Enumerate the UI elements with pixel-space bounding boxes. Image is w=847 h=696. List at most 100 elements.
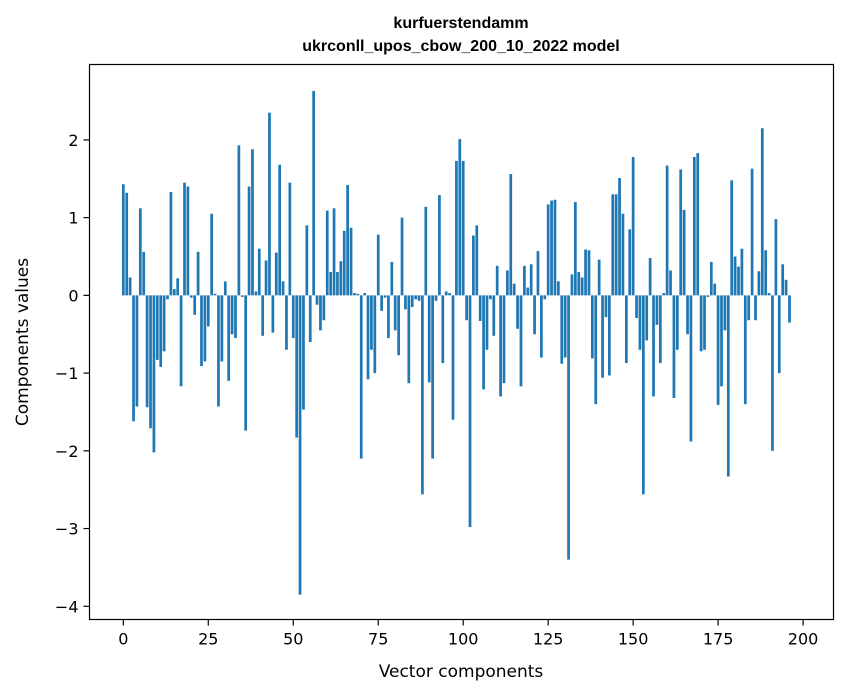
bar xyxy=(353,293,356,296)
bar xyxy=(648,258,652,296)
bar xyxy=(665,165,669,296)
bar xyxy=(540,295,543,358)
x-axis-label: Vector components xyxy=(379,662,544,682)
bar xyxy=(737,266,740,296)
bar xyxy=(777,295,781,374)
bar xyxy=(774,219,778,296)
bar xyxy=(733,256,737,296)
bar xyxy=(669,270,672,296)
bar xyxy=(363,293,366,296)
bar xyxy=(706,295,710,297)
bar xyxy=(285,295,288,350)
bar xyxy=(220,295,224,362)
bar xyxy=(183,182,186,296)
bar xyxy=(319,295,322,331)
bar xyxy=(526,287,530,296)
chart-title-line-2: ukrconll_upos_cbow_200_10_2022 model xyxy=(302,38,619,55)
bar xyxy=(271,295,275,333)
bar xyxy=(149,295,152,429)
bar xyxy=(251,149,254,296)
bar xyxy=(349,227,353,296)
bar xyxy=(465,295,468,321)
bar xyxy=(468,295,472,527)
bar xyxy=(662,293,666,296)
bar xyxy=(550,200,553,296)
bar xyxy=(438,195,441,296)
bar xyxy=(747,295,751,321)
bar xyxy=(234,295,237,339)
bar xyxy=(757,271,761,296)
x-tick-label: 200 xyxy=(788,630,819,649)
bar xyxy=(506,270,509,296)
bar xyxy=(370,295,373,350)
bar xyxy=(427,295,431,383)
bar xyxy=(128,277,132,296)
bar xyxy=(138,208,142,296)
bar xyxy=(322,295,326,321)
bar xyxy=(788,295,791,323)
bar xyxy=(618,177,621,296)
bar xyxy=(125,192,129,296)
bar xyxy=(206,295,210,327)
bar xyxy=(740,248,744,296)
bar xyxy=(713,283,717,296)
bar xyxy=(189,295,193,298)
bar xyxy=(764,250,768,296)
bar xyxy=(325,210,329,296)
bar xyxy=(652,295,655,397)
bar xyxy=(383,295,387,298)
bar xyxy=(696,153,700,296)
bar xyxy=(557,281,560,296)
bar xyxy=(257,248,261,296)
bar xyxy=(329,272,333,296)
x-tick-label: 0 xyxy=(118,630,128,649)
bar xyxy=(686,295,689,335)
bar xyxy=(227,295,231,381)
bar xyxy=(645,295,649,341)
bar xyxy=(614,194,618,296)
bar xyxy=(217,295,220,407)
bar xyxy=(421,295,424,495)
bar xyxy=(679,169,683,296)
bar xyxy=(760,128,764,296)
bar xyxy=(720,295,723,387)
bar xyxy=(492,295,496,336)
bar xyxy=(590,295,594,359)
bar xyxy=(502,295,506,384)
bar xyxy=(152,295,156,453)
x-axis-ticks: 0 25 50 75 100 125 150 175 200 xyxy=(118,619,819,649)
bar xyxy=(400,217,404,296)
bar xyxy=(281,281,285,296)
bar xyxy=(533,295,536,335)
bar xyxy=(499,295,502,397)
bar xyxy=(264,260,268,296)
y-tick-label: 1 xyxy=(68,209,78,228)
bar xyxy=(601,295,604,378)
bar xyxy=(302,295,305,410)
bar xyxy=(482,295,485,390)
bar xyxy=(404,295,407,310)
bar xyxy=(261,295,265,336)
bar xyxy=(631,157,635,296)
bar xyxy=(580,277,584,296)
bar xyxy=(628,229,632,296)
bar xyxy=(346,184,349,296)
x-tick-label: 100 xyxy=(448,630,479,649)
x-tick-label: 175 xyxy=(703,630,734,649)
bar xyxy=(237,145,241,296)
bar xyxy=(434,295,438,301)
bar xyxy=(230,295,234,335)
bar xyxy=(621,213,625,296)
x-tick-label: 25 xyxy=(198,630,218,649)
bar xyxy=(308,295,312,342)
bar xyxy=(574,202,577,296)
bar xyxy=(414,295,417,300)
bar xyxy=(387,295,390,339)
bar xyxy=(489,295,492,300)
bar xyxy=(461,160,465,296)
bar xyxy=(475,225,479,296)
bar xyxy=(424,206,428,296)
bar xyxy=(247,186,251,296)
bar xyxy=(203,295,207,362)
